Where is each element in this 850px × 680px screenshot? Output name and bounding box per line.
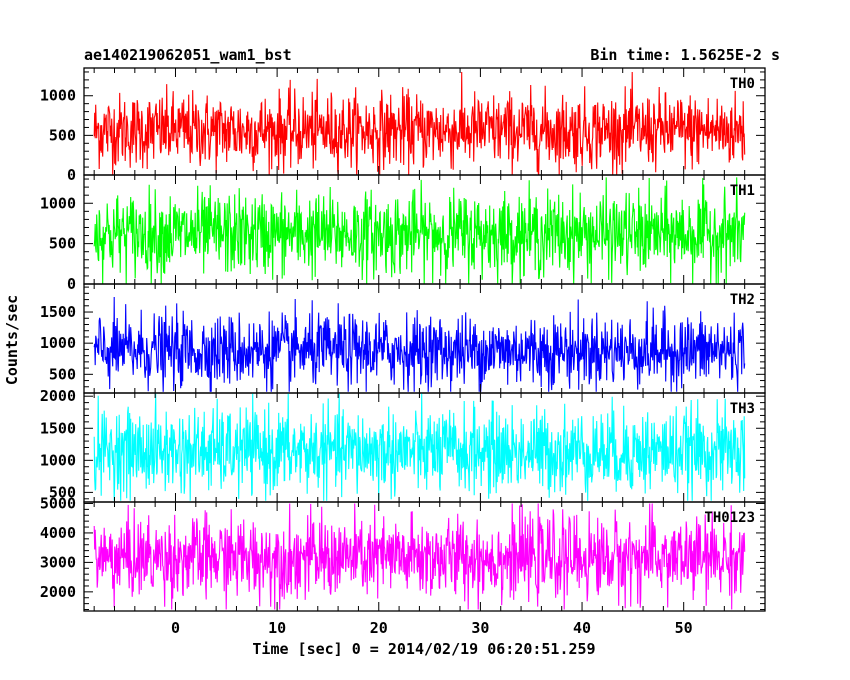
panel-th3: 500 1000 1500 2000 TH3: [40, 387, 766, 503]
panel-th1: 0 500 1000 TH1: [40, 174, 766, 293]
x-tick-label: 20: [370, 619, 388, 637]
y-tick-label: 5000: [40, 494, 76, 512]
y-tick-label: 0: [67, 166, 76, 184]
y-tick-label: 0: [67, 275, 76, 293]
x-axis-label: Time [sec] 0 = 2014/02/19 06:20:51.259: [252, 640, 595, 658]
y-tick-label: 1000: [40, 87, 76, 105]
y-tick-label: 3000: [40, 553, 76, 571]
x-tick-label: 10: [268, 619, 286, 637]
panel-th2: 500 1000 1500 TH2: [40, 283, 766, 394]
series-line-th0: [93, 71, 746, 176]
y-tick-label: 1000: [40, 451, 76, 469]
y-tick-label: 1000: [40, 194, 76, 212]
series-line-th1: [93, 177, 746, 285]
panel-th0: 0 500 1000 TH0: [40, 67, 766, 184]
y-tick-label: 500: [49, 483, 76, 501]
series-line-th0123: [93, 503, 746, 610]
y-tick-label: 2000: [40, 387, 76, 405]
y-axis-label: Counts/sec: [3, 295, 21, 385]
y-tick-label: 1500: [40, 303, 76, 321]
y-tick-label: 4000: [40, 524, 76, 542]
x-tick-label: 40: [573, 619, 591, 637]
series-label-th2: TH2: [730, 292, 755, 308]
y-tick-label: 2000: [40, 583, 76, 601]
x-tick-label: 30: [471, 619, 489, 637]
series-line-th2: [93, 296, 746, 392]
x-tick-label: 0: [171, 619, 180, 637]
y-tick-label: 1000: [40, 334, 76, 352]
series-line-th3: [93, 393, 746, 501]
chart-title-right: Bin time: 1.5625E-2 s: [590, 46, 780, 64]
y-tick-label: 500: [49, 235, 76, 253]
y-tick-label: 500: [49, 365, 76, 383]
y-tick-label: 500: [49, 126, 76, 144]
series-label-th3: TH3: [730, 401, 755, 417]
series-label-th0123: TH0123: [704, 510, 755, 526]
chart-title-left: ae140219062051_wam1_bst: [84, 46, 292, 64]
panels-group: 05001000TH005001000TH150010001500TH25001…: [40, 67, 766, 637]
x-tick-label: 50: [675, 619, 693, 637]
series-label-th0: TH0: [730, 76, 755, 92]
series-label-th1: TH1: [730, 183, 755, 199]
panel-th0123: 2000 3000 4000 5000 TH0123: [40, 494, 766, 612]
y-tick-label: 1500: [40, 419, 76, 437]
